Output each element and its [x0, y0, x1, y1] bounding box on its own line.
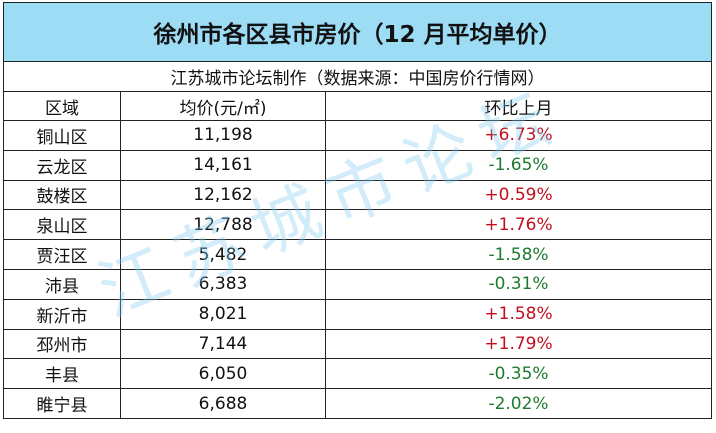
data-row: 铜山区 11,198 +6.73%	[3, 120, 713, 151]
price: 12,162	[120, 179, 326, 211]
data-row: 贾汪区 5,482 -1.58%	[3, 239, 713, 270]
district: 沛县	[3, 268, 121, 300]
data-row: 新沂市 8,021 +1.58%	[3, 298, 713, 330]
data-row: 邳州市 7,144 +1.79%	[3, 328, 713, 360]
data-row: 睢宁县 6,688 -2.02%	[3, 388, 713, 419]
data-row: 鼓楼区 12,162 +0.59%	[3, 179, 713, 211]
change: -0.35%	[324, 358, 713, 390]
change: -1.58%	[324, 239, 713, 270]
change: +1.76%	[324, 209, 713, 241]
district: 云龙区	[3, 149, 121, 181]
district: 邳州市	[3, 328, 121, 360]
subtitle-row: 江苏城市论坛制作（数据来源：中国房价行情网）	[2, 61, 713, 92]
district: 睢宁县	[3, 388, 121, 419]
price-table: 徐州市各区县市房价（12 月平均单价） 江苏城市论坛制作（数据来源：中国房价行情…	[2, 2, 713, 419]
price: 11,198	[120, 120, 326, 151]
subtitle: 江苏城市论坛制作（数据来源：中国房价行情网）	[2, 61, 713, 92]
price: 14,161	[120, 149, 326, 181]
district: 贾汪区	[3, 239, 121, 270]
price: 8,021	[120, 298, 326, 330]
header-row: 区域 均价(元/㎡) 环比上月	[3, 91, 713, 121]
change: -2.02%	[324, 388, 713, 419]
change: +0.59%	[324, 179, 713, 211]
price: 6,383	[120, 268, 326, 300]
change: +1.79%	[324, 328, 713, 360]
district: 鼓楼区	[3, 179, 121, 211]
district: 泉山区	[3, 209, 121, 241]
change: -0.31%	[324, 268, 713, 300]
data-row: 云龙区 14,161 -1.65%	[3, 149, 713, 181]
district: 铜山区	[3, 120, 121, 151]
data-row: 丰县 6,050 -0.35%	[3, 358, 713, 390]
change: +6.73%	[324, 120, 713, 151]
price: 6,688	[120, 388, 326, 419]
price: 7,144	[120, 328, 326, 360]
header-cell: 环比上月	[324, 91, 713, 121]
price: 5,482	[120, 239, 326, 270]
table-body: 徐州市各区县市房价（12 月平均单价） 江苏城市论坛制作（数据来源：中国房价行情…	[2, 2, 713, 419]
header-cell: 均价(元/㎡)	[120, 91, 326, 121]
title: 徐州市各区县市房价（12 月平均单价）	[2, 2, 713, 62]
title-row: 徐州市各区县市房价（12 月平均单价）	[2, 2, 713, 62]
table-wrap: 徐州市各区县市房价（12 月平均单价） 江苏城市论坛制作（数据来源：中国房价行情…	[2, 2, 713, 419]
change: +1.58%	[324, 298, 713, 330]
district: 新沂市	[3, 298, 121, 330]
data-row: 泉山区 12,788 +1.76%	[3, 209, 713, 241]
change: -1.65%	[324, 149, 713, 181]
price: 12,788	[120, 209, 326, 241]
price: 6,050	[120, 358, 326, 390]
header-cell: 区域	[3, 91, 121, 121]
data-row: 沛县 6,383 -0.31%	[3, 268, 713, 300]
district: 丰县	[3, 358, 121, 390]
